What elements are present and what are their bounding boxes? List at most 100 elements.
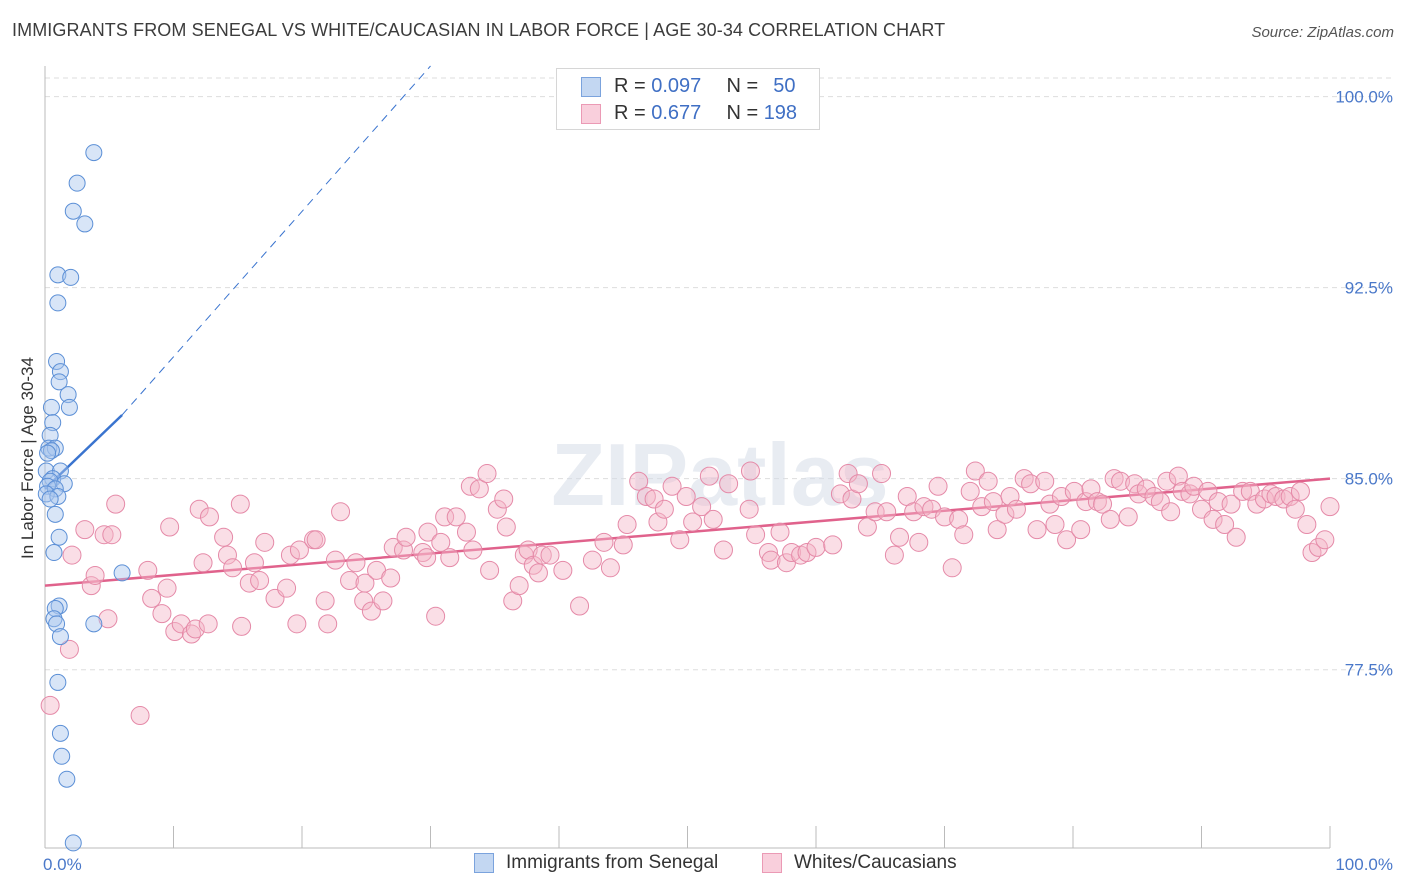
whites-point (838, 464, 858, 484)
whites-point (1161, 502, 1181, 522)
bottom-legend-label: Immigrants from Senegal (506, 852, 719, 873)
whites-point (518, 540, 538, 560)
whites-point (848, 474, 868, 494)
whites-point (830, 484, 850, 504)
whites-point (396, 527, 416, 547)
y-tick-label: 100.0% (1335, 88, 1393, 107)
senegal-point (113, 564, 131, 582)
whites-point (106, 494, 126, 514)
senegal-trend-extension (121, 65, 431, 416)
whites-point (440, 548, 460, 568)
whites-point (189, 499, 209, 519)
whites-point (1168, 466, 1188, 486)
whites-point (928, 476, 948, 496)
whites-point (480, 560, 500, 580)
senegal-trend-line (44, 414, 123, 490)
whites-point (469, 479, 489, 499)
whites-point (648, 512, 668, 532)
whites-point (865, 502, 885, 522)
whites-point (670, 530, 690, 550)
whites-point (417, 548, 437, 568)
whites-point (446, 507, 466, 527)
senegal-point (49, 294, 67, 312)
whites-point (1266, 486, 1286, 506)
whites-point (85, 565, 105, 585)
whites-point (1315, 530, 1335, 550)
whites-point (1226, 527, 1246, 547)
whites-point (496, 517, 516, 537)
senegal-point (60, 398, 78, 416)
whites-point (62, 545, 82, 565)
senegal-point (49, 266, 67, 284)
senegal-point (41, 490, 59, 508)
legend-text: R = 0.097 N = 50 (614, 75, 796, 98)
whites-point (287, 614, 307, 634)
whites-point (509, 576, 529, 596)
whites-point (255, 532, 275, 552)
legend-r-label: R = (614, 75, 646, 97)
whites-point (758, 543, 778, 563)
axis-layer (44, 66, 1331, 849)
senegal-point (59, 386, 77, 404)
whites-point (890, 527, 910, 547)
whites-point (978, 471, 998, 491)
legend-n-label: N = (726, 102, 759, 124)
senegal-point (42, 398, 60, 416)
whites-point (381, 568, 401, 588)
points-layer (37, 144, 1340, 852)
whites-point (1290, 481, 1310, 501)
legend-swatch-blue (581, 77, 601, 97)
whites-point (532, 545, 552, 565)
whites-point (617, 515, 637, 535)
whites-point (331, 502, 351, 522)
whites-point (972, 497, 992, 517)
tick-label-layer: 77.5% 85.0% 92.5% 100.0% 0.0% 100.0% (43, 88, 1393, 874)
legend-r-value: 0.677 (651, 102, 702, 124)
whites-point (181, 624, 201, 644)
whites-point (142, 588, 162, 608)
legend-n-value: 198 (763, 102, 798, 124)
whites-point (152, 604, 172, 624)
senegal-point (49, 673, 67, 691)
whites-point (1006, 499, 1026, 519)
bottom-legend-label: Whites/Caucasians (794, 852, 957, 873)
whites-point (1076, 492, 1096, 512)
senegal-point (45, 544, 63, 562)
whites-point (98, 609, 118, 629)
y-tick-label: 77.5% (1345, 661, 1393, 680)
whites-point (1071, 520, 1091, 540)
whites-point (325, 550, 345, 570)
source-label: Source: ZipAtlas.com (1251, 24, 1394, 41)
senegal-point (50, 528, 68, 546)
senegal-point (53, 747, 71, 765)
whites-point (280, 545, 300, 565)
whites-point (1144, 486, 1164, 506)
senegal-point (41, 426, 59, 444)
whites-point (1035, 471, 1055, 491)
whites-point (244, 553, 264, 573)
whites-point (277, 578, 297, 598)
whites-point (40, 695, 60, 715)
whites-point (418, 522, 438, 542)
senegal-point (51, 628, 69, 646)
whites-point (1111, 471, 1131, 491)
whites-point (199, 507, 219, 527)
whites-point (942, 558, 962, 578)
senegal-point (62, 268, 80, 286)
senegal-point (51, 724, 69, 742)
whites-point (553, 560, 573, 580)
whites-point (223, 558, 243, 578)
whites-point (1125, 474, 1145, 494)
whites-point (193, 553, 213, 573)
whites-point (644, 489, 664, 509)
whites-point (1172, 481, 1192, 501)
whites-point (315, 591, 335, 611)
senegal-point (64, 202, 82, 220)
whites-point (306, 530, 326, 550)
whites-point (954, 525, 974, 545)
whites-point (1157, 471, 1177, 491)
y-tick-label: 92.5% (1345, 279, 1393, 298)
senegal-point (39, 444, 57, 462)
whites-point (797, 543, 817, 563)
senegal-point (48, 352, 66, 370)
